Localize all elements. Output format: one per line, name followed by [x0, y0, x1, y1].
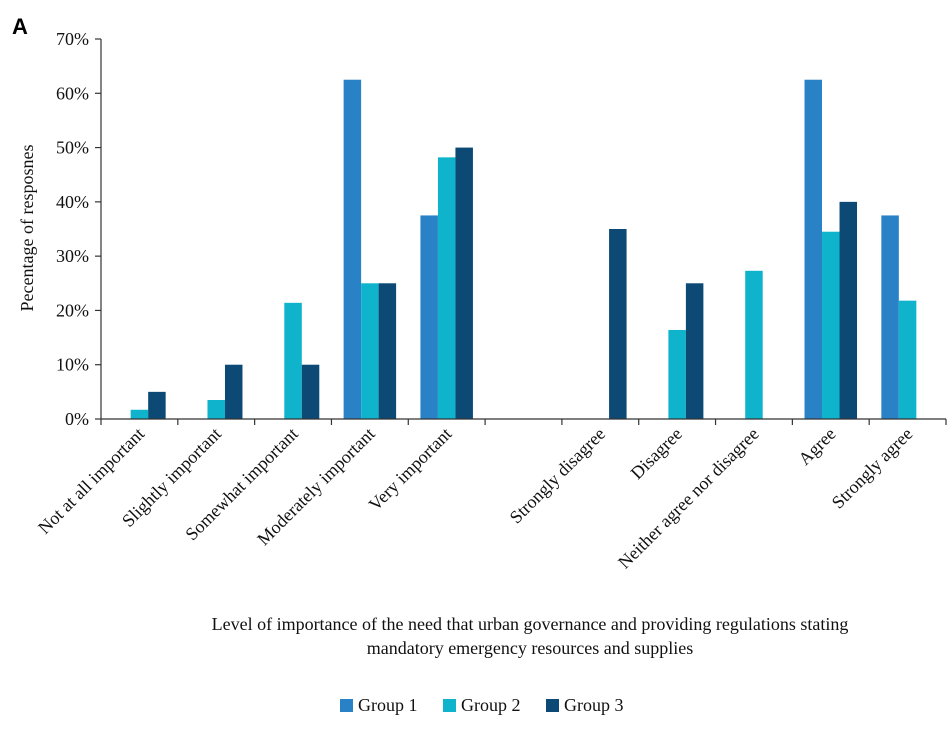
legend-swatch [340, 699, 353, 712]
bar-group-3 [685, 283, 704, 419]
y-tick-label: 30% [56, 246, 89, 266]
legend-swatch [443, 699, 456, 712]
bar-group-3 [301, 364, 320, 419]
legend-swatch [546, 699, 559, 712]
bar-group-1 [420, 215, 438, 419]
axes-layer [100, 39, 946, 420]
y-tick-label: 40% [56, 192, 89, 212]
x-tick-label: Strongly disagree [506, 424, 610, 528]
bar-group-2 [130, 409, 149, 419]
bars-layer [130, 79, 917, 420]
bar-group-2 [207, 400, 225, 419]
bar-group-3 [224, 364, 243, 419]
y-axis-label: Pecentage of resposnes [17, 145, 37, 312]
y-tick-label: 60% [56, 83, 89, 103]
bar-group-1 [343, 79, 362, 419]
legend-label: Group 1 [358, 695, 418, 715]
y-ticks: 0% 10% 20% 30% 40% 50% 60% 70% [56, 29, 101, 429]
bar-group-3 [609, 229, 627, 419]
panel-label: A [12, 14, 28, 39]
bar-group-2 [284, 302, 302, 419]
bar-group-3 [148, 391, 166, 419]
y-tick-label: 10% [56, 355, 89, 375]
bar-group-2 [822, 231, 840, 419]
bar-group-1 [804, 79, 823, 419]
x-tick-label: Very important [365, 424, 456, 515]
bar-group-2 [898, 300, 917, 419]
y-tick-label: 20% [56, 300, 89, 320]
x-axis-label-line-1: Level of importance of the need that urb… [212, 614, 849, 634]
legend-label: Group 2 [461, 695, 521, 715]
x-axis-label-line-2: mandatory emergency resources and suppli… [367, 638, 694, 658]
bar-group-2 [361, 283, 379, 419]
bar-group-2 [437, 157, 456, 420]
y-tick-label: 70% [56, 29, 89, 49]
y-tick-label: 50% [56, 138, 89, 158]
bar-group-3 [455, 147, 473, 420]
y-tick-label: 0% [65, 409, 89, 429]
x-tick-label: Disagree [627, 424, 686, 483]
legend: Group 1 Group 2 Group 3 [340, 695, 624, 715]
x-tick-label: Neither agree nor disagree [614, 424, 763, 573]
x-tick-label: Agree [794, 424, 839, 469]
legend-label: Group 3 [564, 695, 624, 715]
bar-group-3 [378, 283, 397, 419]
bar-group-2 [668, 329, 686, 419]
bar-group-2 [745, 270, 763, 419]
x-tick-label: Strongly agree [828, 424, 917, 513]
bar-group-3 [839, 201, 858, 419]
bar-group-1 [881, 215, 899, 419]
